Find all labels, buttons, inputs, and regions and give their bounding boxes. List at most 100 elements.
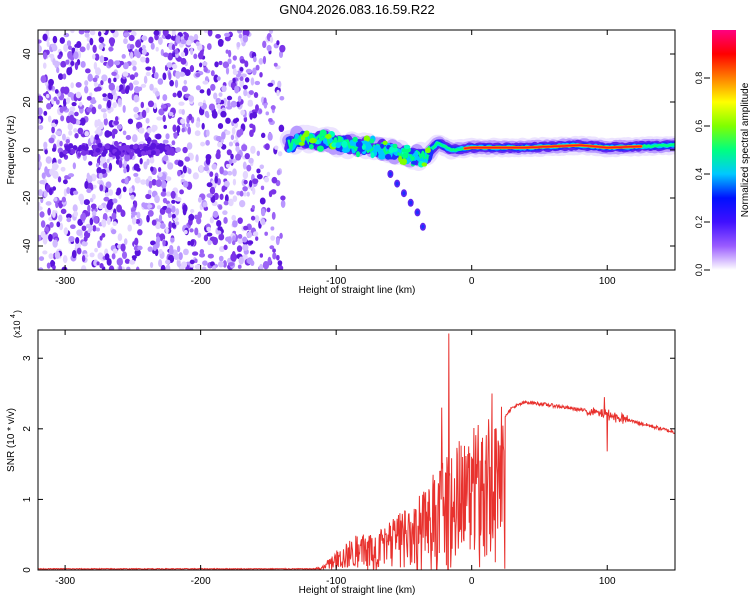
y-tick-label: 0 <box>22 567 33 573</box>
noise-speck <box>73 210 79 218</box>
noise-speck <box>203 234 209 242</box>
noise-band-speck <box>150 144 156 150</box>
noise-speck <box>99 263 104 269</box>
noise-speck <box>215 97 222 104</box>
noise-speck <box>240 109 246 116</box>
noise-speck <box>66 40 72 47</box>
noise-speck <box>141 202 146 208</box>
noise-speck <box>264 143 270 151</box>
noise-speck <box>62 98 67 107</box>
noise-speck <box>221 131 226 140</box>
noise-speck <box>135 121 143 130</box>
noise-speck <box>262 40 267 49</box>
noise-band-speck <box>121 145 127 151</box>
noise-speck <box>81 225 87 232</box>
noise-speck <box>252 178 259 185</box>
noise-speck <box>266 171 271 177</box>
noise-speck <box>62 255 68 264</box>
noise-speck <box>192 172 199 180</box>
noise-speck <box>116 204 123 213</box>
noise-band-speck <box>155 148 161 154</box>
noise-speck <box>81 240 88 247</box>
noise-speck <box>269 36 274 43</box>
noise-speck <box>38 234 42 242</box>
noise-speck <box>227 99 231 109</box>
noise-speck <box>103 196 110 202</box>
noise-speck <box>232 195 238 203</box>
noise-speck <box>189 259 195 265</box>
noise-speck <box>212 210 219 218</box>
noise-speck <box>189 267 194 270</box>
noise-speck <box>235 153 242 161</box>
noise-speck <box>256 150 260 157</box>
noise-speck <box>93 81 98 87</box>
noise-speck <box>165 226 169 234</box>
noise-speck <box>270 105 276 110</box>
noise-speck <box>157 166 162 173</box>
noise-speck <box>154 72 159 80</box>
noise-speck <box>63 32 70 38</box>
noise-speck <box>237 234 243 239</box>
noise-speck <box>58 73 64 80</box>
noise-speck <box>252 56 257 63</box>
noise-speck <box>90 203 97 210</box>
noise-speck <box>151 124 157 133</box>
noise-speck <box>232 235 236 243</box>
noise-speck <box>197 51 204 60</box>
noise-speck <box>121 53 126 59</box>
noise-speck <box>243 89 248 97</box>
noise-speck <box>74 111 79 117</box>
noise-speck <box>205 139 210 146</box>
noise-speck <box>244 77 250 83</box>
colorbar-tick-label: 0.0 <box>694 264 704 277</box>
noise-speck <box>133 163 140 171</box>
noise-speck <box>228 159 233 165</box>
noise-speck <box>73 128 78 133</box>
y-tick-label: 1 <box>22 496 33 502</box>
noise-speck <box>188 113 193 121</box>
noise-speck <box>133 106 139 113</box>
tail-blob-core <box>415 210 419 215</box>
noise-speck <box>230 153 234 160</box>
noise-speck <box>167 162 174 170</box>
noise-speck <box>278 124 285 133</box>
noise-speck <box>107 59 114 67</box>
noise-speck <box>266 44 272 52</box>
noise-speck <box>238 256 244 265</box>
y-tick-label: -20 <box>22 190 33 205</box>
noise-speck <box>145 193 152 200</box>
noise-speck <box>217 141 223 148</box>
noise-speck <box>150 240 156 246</box>
noise-speck <box>205 129 210 137</box>
noise-speck <box>85 68 91 74</box>
noise-speck <box>158 248 163 254</box>
noise-speck <box>182 146 188 154</box>
noise-speck <box>190 239 195 247</box>
noise-speck <box>56 139 61 148</box>
noise-speck <box>111 212 117 220</box>
noise-speck <box>62 73 67 80</box>
noise-speck <box>86 188 92 194</box>
noise-speck <box>84 32 90 38</box>
signal-blob <box>342 146 349 154</box>
noise-speck <box>140 83 147 88</box>
noise-speck <box>52 58 56 66</box>
noise-speck <box>112 101 117 109</box>
noise-speck <box>199 62 203 68</box>
noise-speck <box>72 204 78 213</box>
noise-speck <box>267 132 273 141</box>
noise-speck <box>209 171 214 177</box>
noise-speck <box>135 218 141 225</box>
noise-speck <box>152 244 157 252</box>
snr-y-axis: 0 1 2 3 <box>22 355 675 573</box>
noise-speck <box>254 215 260 223</box>
noise-speck <box>178 252 183 261</box>
snr-y-scale-exponent: 4 <box>10 314 17 318</box>
noise-speck <box>152 66 156 75</box>
noise-speck <box>51 126 55 134</box>
noise-speck <box>173 132 178 139</box>
noise-speck <box>69 106 76 112</box>
noise-speck <box>197 232 202 238</box>
noise-speck <box>247 240 254 245</box>
noise-speck <box>210 70 215 77</box>
